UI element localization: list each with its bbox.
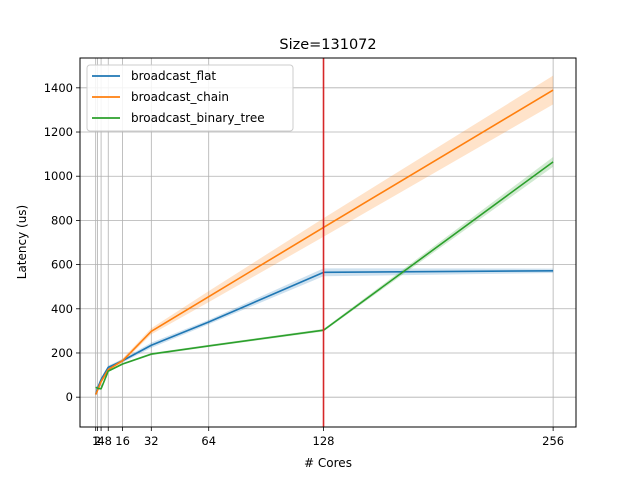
- y-tick-label: 600: [51, 258, 73, 272]
- x-axis-label: # Cores: [304, 456, 352, 470]
- x-tick-label: 256: [542, 434, 564, 448]
- y-tick-label: 1400: [44, 81, 73, 95]
- chart-title: Size=131072: [279, 37, 376, 53]
- y-tick-label: 400: [51, 302, 73, 316]
- legend-label: broadcast_chain: [131, 90, 229, 104]
- x-tick-label: 8: [105, 434, 112, 448]
- y-axis-label: Latency (us): [15, 205, 29, 279]
- x-tick-label: 32: [144, 434, 159, 448]
- y-tick-label: 800: [51, 213, 73, 227]
- y-tick-label: 0: [66, 390, 73, 404]
- y-tick-label: 1200: [44, 125, 73, 139]
- x-tick-label: 128: [313, 434, 335, 448]
- y-tick-label: 200: [51, 346, 73, 360]
- legend-label: broadcast_flat: [131, 69, 216, 83]
- legend: broadcast_flat broadcast_chain broadcast_b…: [87, 65, 293, 131]
- x-tick-label: 16: [115, 434, 130, 448]
- y-tick-label: 1000: [44, 169, 73, 183]
- legend-label: broadcast_binary_tree: [131, 111, 265, 125]
- x-tick-label: 64: [201, 434, 216, 448]
